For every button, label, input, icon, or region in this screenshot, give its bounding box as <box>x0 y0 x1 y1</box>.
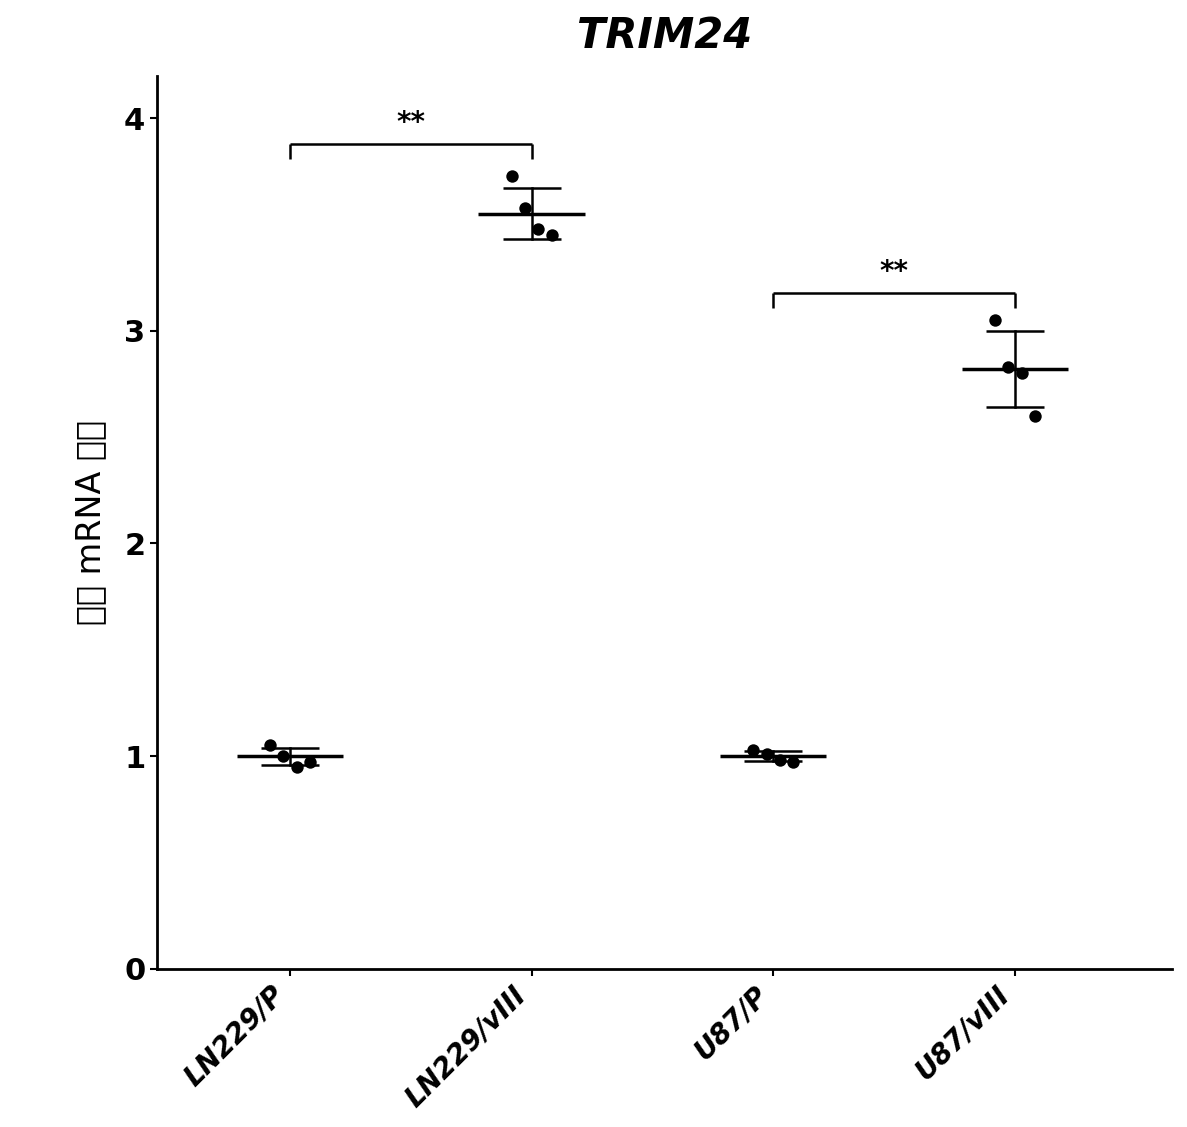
Point <box>515 198 534 216</box>
Point <box>783 754 802 772</box>
Point <box>998 358 1017 376</box>
Point <box>1013 364 1032 382</box>
Point <box>300 754 319 772</box>
Point <box>757 745 776 763</box>
Point <box>770 752 789 770</box>
Point <box>985 311 1004 329</box>
Y-axis label: 相对 mRNA 水平: 相对 mRNA 水平 <box>75 419 107 624</box>
Point <box>744 740 763 758</box>
Point <box>287 757 306 775</box>
Point <box>261 736 280 754</box>
Title: TRIM24: TRIM24 <box>577 15 753 57</box>
Point <box>542 227 561 245</box>
Point <box>274 747 293 765</box>
Text: **: ** <box>880 258 908 286</box>
Point <box>502 167 521 185</box>
Text: **: ** <box>396 109 425 137</box>
Point <box>528 220 547 238</box>
Point <box>1026 407 1045 425</box>
